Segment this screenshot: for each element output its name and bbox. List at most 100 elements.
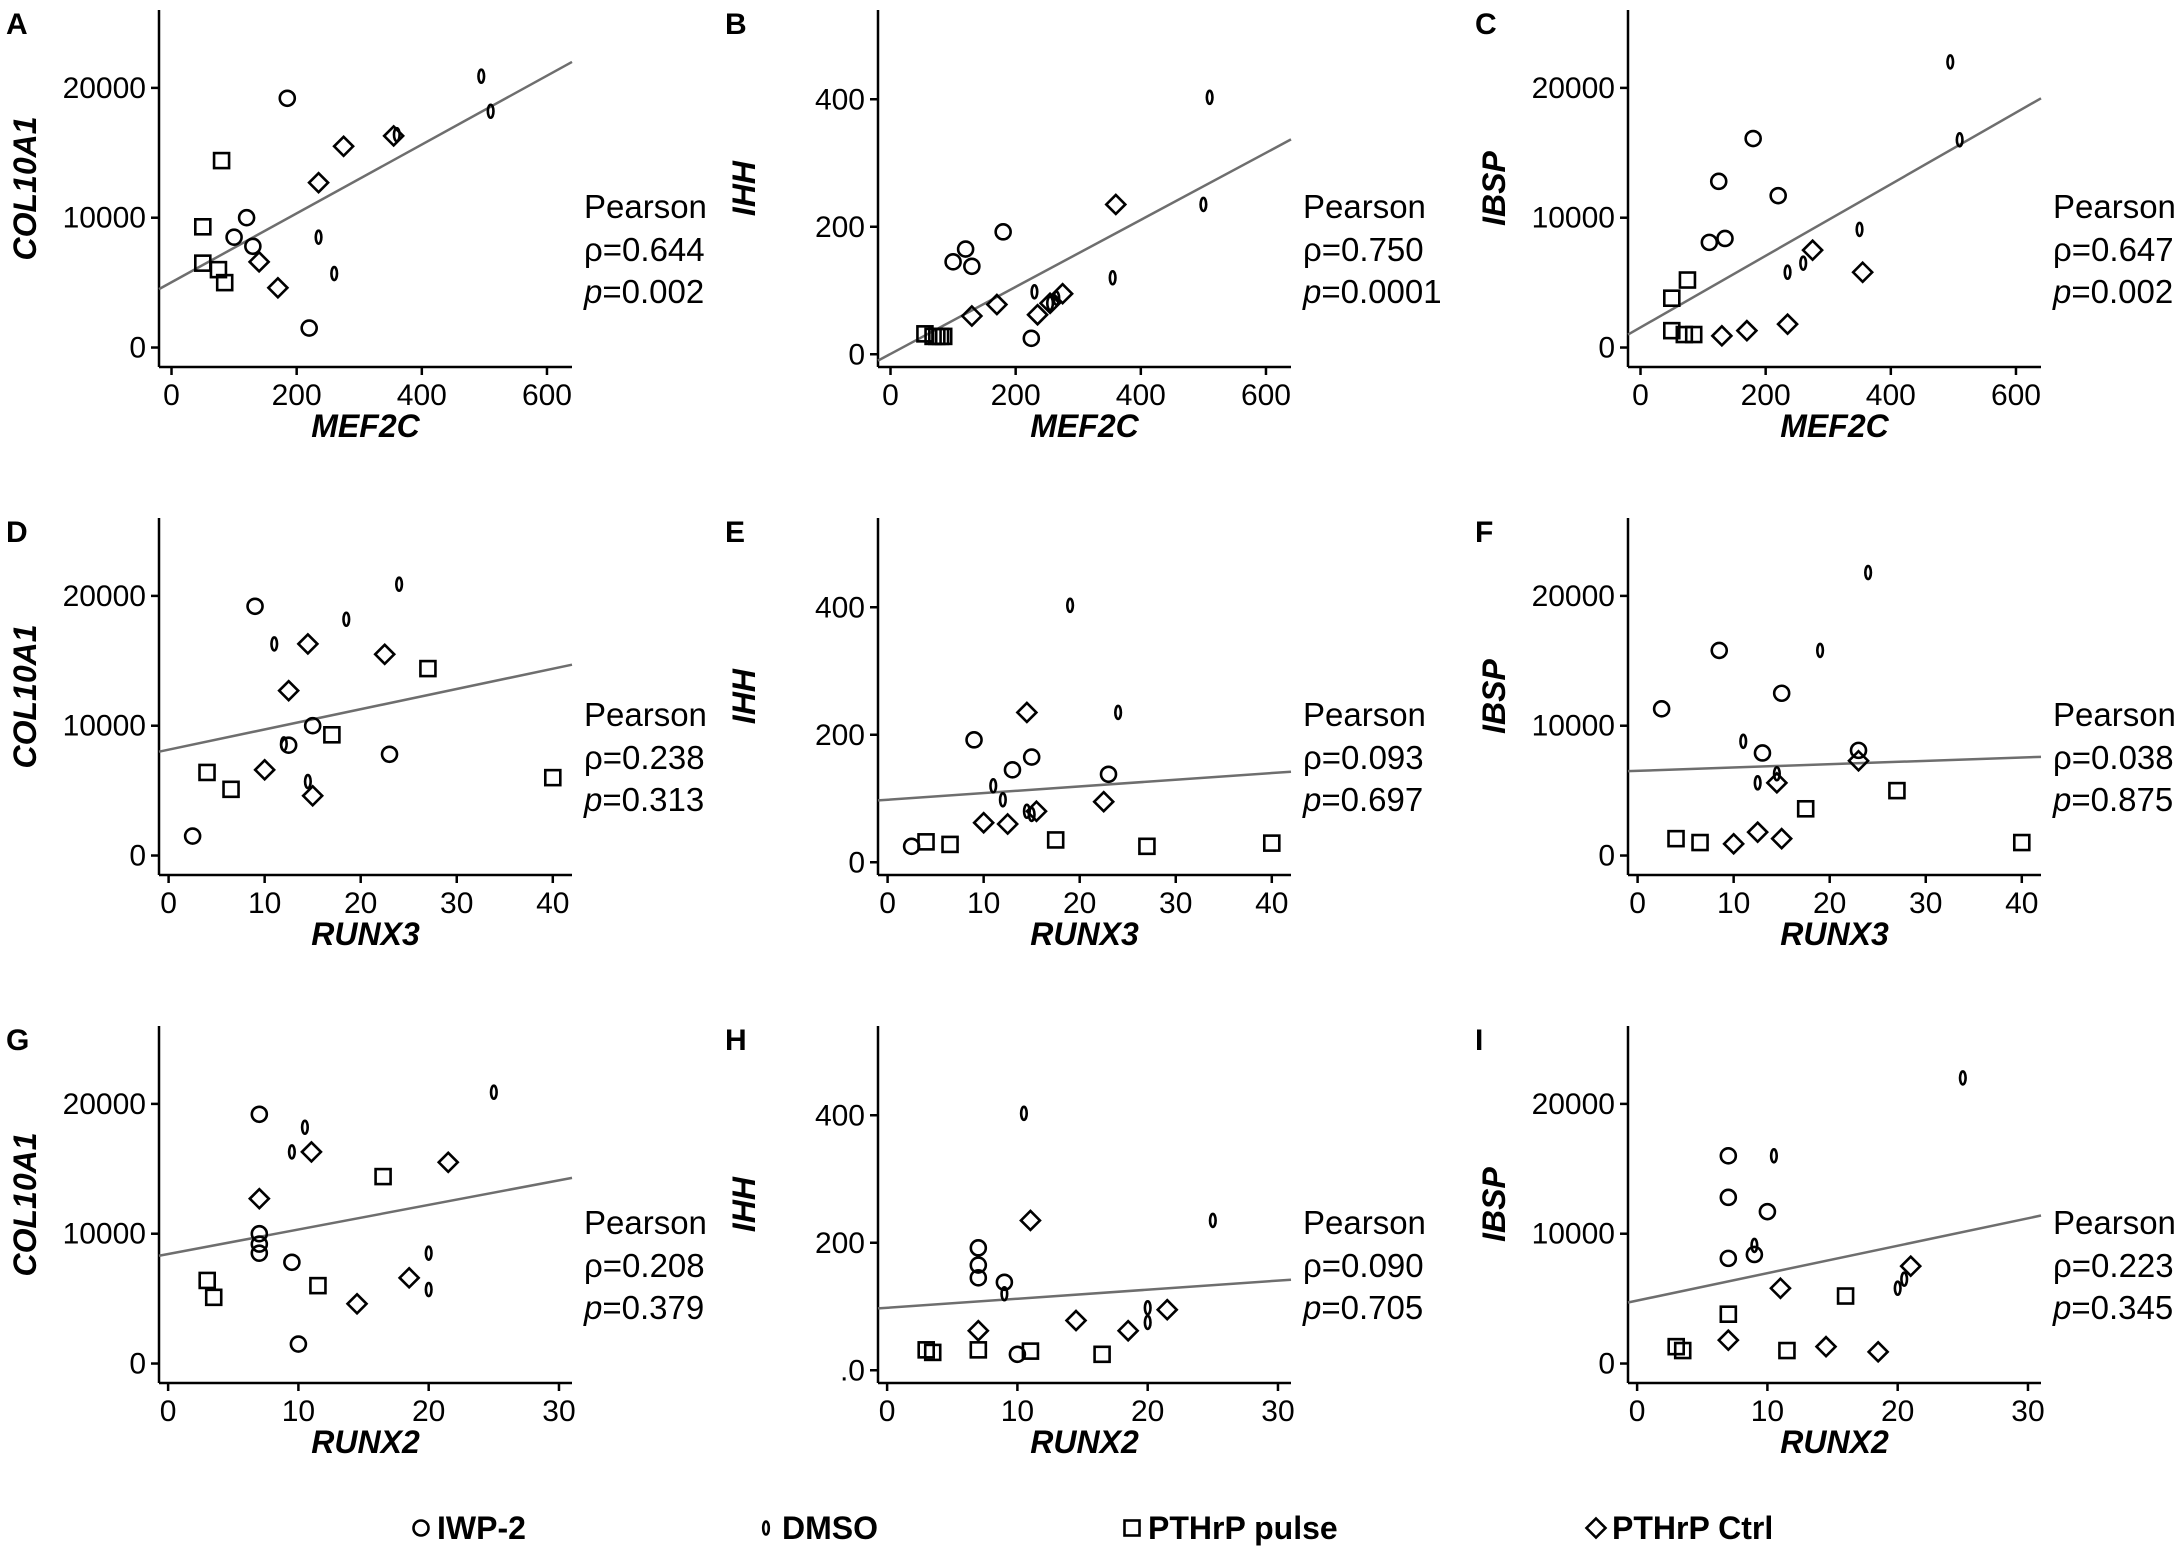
point-pthrpctrl: [436, 1150, 460, 1174]
y-tick-label: 20000: [1532, 72, 1615, 105]
point-pthrppulse: [194, 217, 212, 236]
panel-letter: E: [725, 516, 745, 549]
point-dmso: [998, 791, 1007, 808]
point-dmso: [1958, 1070, 1967, 1086]
panel-letter: I: [1475, 1024, 1483, 1057]
point-iwp2: [250, 1244, 269, 1262]
x-axis-label: RUNX3: [1030, 916, 1139, 952]
point-pthrpctrl: [1899, 1254, 1923, 1278]
point-dmso: [1199, 196, 1208, 213]
point-pthrpctrl: [1722, 832, 1745, 856]
point-iwp2: [183, 827, 202, 845]
point-pthrpctrl: [1716, 1328, 1740, 1352]
y-axis-label: COL10A1: [7, 624, 43, 768]
y-tick-label: 0: [129, 332, 146, 365]
point-pthrppulse: [1262, 834, 1281, 852]
panel-letter: B: [725, 8, 747, 41]
panel-letter: D: [6, 516, 28, 549]
point-pthrpctrl: [1051, 282, 1074, 306]
point-dmso: [1772, 765, 1781, 782]
point-dmso: [1739, 733, 1748, 750]
point-dmso: [1769, 1148, 1779, 1164]
stat-title: Pearson: [1303, 696, 1426, 733]
x-tick-label: 400: [1866, 379, 1916, 412]
point-pthrpctrl: [1019, 1209, 1042, 1232]
point-pthrppulse: [222, 780, 240, 799]
point-pthrppulse: [923, 1343, 942, 1362]
stat-title: Pearson: [2053, 1204, 2176, 1241]
point-pthrpctrl: [300, 1140, 323, 1164]
point-iwp2: [380, 745, 399, 764]
x-tick-label: 0: [1629, 1395, 1646, 1428]
point-pthrppulse: [1796, 799, 1815, 818]
y-tick-label: 400: [815, 591, 865, 624]
x-axis-label: RUNX3: [1780, 916, 1889, 952]
legend-label-pthrppulse: PTHrP pulse: [1148, 1510, 1338, 1546]
point-dmso: [314, 229, 323, 245]
stat-rho: ρ=0.090: [1303, 1247, 1424, 1284]
point-dmso: [424, 1281, 433, 1298]
y-tick-label: 0: [129, 1348, 146, 1381]
y-axis-label: IBSP: [1476, 659, 1512, 734]
x-tick-label: 30: [440, 887, 473, 920]
stat-rho: ρ=0.093: [1303, 739, 1424, 776]
x-tick-label: 10: [967, 887, 1000, 920]
point-pthrpctrl: [1038, 291, 1062, 315]
point-dmso: [270, 636, 279, 652]
point-iwp2: [250, 1224, 269, 1243]
point-iwp2: [956, 240, 975, 258]
x-tick-label: 600: [1241, 379, 1291, 412]
y-axis-label: IBSP: [1476, 151, 1512, 226]
x-tick-label: 20: [344, 887, 377, 920]
point-iwp2: [969, 1269, 988, 1287]
point-pthrppulse: [1684, 325, 1703, 344]
y-tick-label: 0: [1598, 332, 1615, 365]
point-pthrpctrl: [397, 1266, 421, 1290]
point-pthrpctrl: [1104, 193, 1128, 216]
y-axis-label: IHH: [726, 1176, 762, 1232]
point-iwp2: [250, 1235, 269, 1253]
point-pthrpctrl: [1064, 1309, 1088, 1332]
x-tick-label: 400: [1116, 379, 1166, 412]
point-dmso: [1799, 255, 1808, 271]
y-tick-label: 10000: [1532, 202, 1615, 235]
x-tick-label: 10: [1751, 1395, 1784, 1428]
stat-rho: ρ=0.038: [2053, 739, 2174, 776]
point-pthrppulse: [543, 768, 562, 787]
point-pthrppulse: [2012, 833, 2031, 852]
point-iwp2: [1849, 741, 1868, 760]
point-dmso: [303, 773, 312, 790]
point-iwp2: [1709, 172, 1728, 191]
panel-f: F 0 10000 20000 0 10 20 30 40 RUNX3 IBSP Pearson ρ=0…: [1475, 516, 2176, 952]
point-pthrpctrl: [1155, 1298, 1179, 1322]
point-iwp2: [965, 731, 983, 749]
point-pthrpctrl: [247, 1187, 271, 1210]
x-tick-label: 30: [1909, 887, 1942, 920]
regression-line: [158, 663, 573, 753]
x-axis-label: RUNX2: [311, 1424, 420, 1460]
x-axis-label: MEF2C: [1780, 408, 1889, 444]
point-iwp2: [1772, 684, 1791, 703]
y-tick-label: .0: [840, 1354, 865, 1387]
point-pthrpctrl: [277, 679, 301, 702]
y-tick-label: 20000: [63, 72, 146, 105]
point-pthrpctrl: [1746, 820, 1770, 844]
stat-p: p=0.697: [1302, 781, 1423, 818]
point-dmso: [330, 265, 339, 282]
point-iwp2: [1719, 1249, 1738, 1268]
point-pthrpctrl: [1710, 324, 1734, 348]
point-iwp2: [1003, 761, 1022, 779]
point-dmso: [1205, 89, 1214, 106]
point-pthrpctrl: [1776, 312, 1799, 336]
x-tick-label: 40: [1255, 887, 1288, 920]
x-tick-label: 10: [1001, 1395, 1034, 1428]
point-pthrppulse: [419, 659, 437, 678]
point-pthrpctrl: [332, 134, 355, 158]
stat-title: Pearson: [1303, 188, 1426, 225]
x-tick-label: 0: [160, 1395, 177, 1428]
panel-b: B 0 200 400 0 200 400 600 MEF2C IHH Pearson ρ=0.750…: [725, 8, 1442, 444]
point-pthrppulse: [1021, 1342, 1040, 1360]
y-tick-label: 400: [815, 83, 865, 116]
